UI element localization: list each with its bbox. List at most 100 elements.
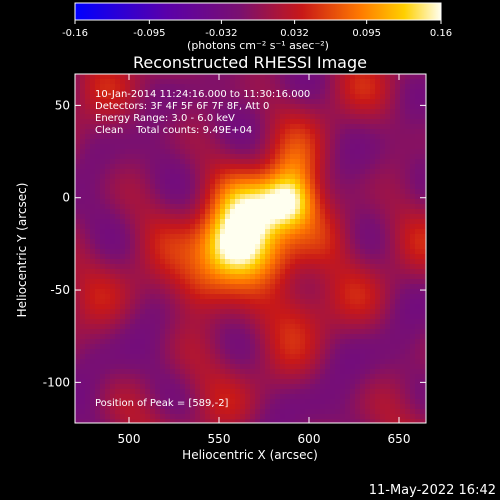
heatmap-cell — [80, 94, 86, 100]
heatmap-cell — [415, 99, 421, 105]
heatmap-cell — [360, 354, 366, 360]
heatmap-cell — [225, 419, 231, 424]
heatmap-cell — [130, 274, 136, 280]
heatmap-cell — [400, 239, 406, 245]
heatmap-cell — [340, 289, 346, 295]
heatmap-cell — [225, 79, 231, 85]
heatmap-cell — [335, 309, 341, 315]
heatmap-cell — [75, 189, 81, 195]
heatmap-cell — [155, 164, 161, 170]
heatmap-cell — [415, 334, 421, 340]
heatmap-cell — [390, 334, 396, 340]
heatmap-cell — [350, 364, 356, 370]
heatmap-cell — [210, 404, 216, 410]
heatmap-cell — [130, 184, 136, 190]
heatmap-cell — [150, 184, 156, 190]
heatmap-cell — [220, 414, 226, 420]
heatmap-cell — [335, 354, 341, 360]
heatmap-cell — [360, 229, 366, 235]
heatmap-cell — [180, 329, 186, 335]
heatmap-cell — [130, 394, 136, 400]
heatmap-cell — [350, 404, 356, 410]
heatmap-cell — [155, 299, 161, 305]
heatmap-cell — [85, 159, 91, 165]
heatmap-cell — [75, 419, 81, 424]
heatmap-cell — [160, 144, 166, 150]
heatmap-cell — [265, 284, 271, 290]
heatmap-cell — [90, 219, 96, 225]
heatmap-cell — [335, 239, 341, 245]
heatmap-cell — [400, 84, 406, 90]
heatmap-cell — [310, 119, 316, 125]
heatmap-cell — [280, 164, 286, 170]
heatmap-cell — [195, 279, 201, 285]
heatmap-cell — [285, 334, 291, 340]
heatmap-cell — [370, 74, 376, 80]
heatmap-cell — [210, 94, 216, 100]
heatmap-cell — [85, 309, 91, 315]
heatmap-cell — [185, 374, 191, 380]
heatmap-cell — [255, 259, 261, 265]
heatmap-cell — [80, 194, 86, 200]
heatmap-cell — [195, 104, 201, 110]
heatmap-cell — [125, 244, 131, 250]
heatmap-cell — [130, 209, 136, 215]
heatmap-cell — [120, 264, 126, 270]
heatmap-cell — [355, 174, 361, 180]
heatmap-cell — [350, 209, 356, 215]
heatmap-cell — [75, 324, 81, 330]
heatmap-cell — [130, 114, 136, 120]
heatmap-cell — [105, 139, 111, 145]
heatmap-cell — [275, 364, 281, 370]
heatmap-cell — [205, 249, 211, 255]
heatmap-cell — [410, 344, 416, 350]
heatmap-cell — [80, 374, 86, 380]
heatmap-cell — [375, 184, 381, 190]
heatmap-cell — [245, 299, 251, 305]
heatmap-cell — [170, 74, 176, 80]
heatmap-cell — [360, 239, 366, 245]
heatmap-cell — [160, 129, 166, 135]
heatmap-cell — [85, 304, 91, 310]
heatmap-cell — [375, 89, 381, 95]
heatmap-cell — [95, 299, 101, 305]
heatmap-cell — [320, 164, 326, 170]
heatmap-cell — [265, 139, 271, 145]
heatmap-cell — [375, 404, 381, 410]
heatmap-cell — [275, 324, 281, 330]
heatmap-cell — [110, 379, 116, 385]
heatmap-cell — [190, 204, 196, 210]
heatmap-cell — [210, 309, 216, 315]
heatmap-cell — [400, 304, 406, 310]
heatmap-cell — [385, 94, 391, 100]
heatmap-cell — [175, 189, 181, 195]
heatmap-cell — [320, 269, 326, 275]
heatmap-cell — [300, 249, 306, 255]
heatmap-cell — [95, 104, 101, 110]
heatmap-cell — [175, 274, 181, 280]
heatmap-cell — [90, 284, 96, 290]
heatmap-cell — [90, 359, 96, 365]
heatmap-cell — [275, 99, 281, 105]
heatmap-cell — [250, 244, 256, 250]
heatmap-cell — [295, 409, 301, 415]
heatmap-cell — [265, 249, 271, 255]
heatmap-cell — [370, 254, 376, 260]
heatmap-cell — [415, 324, 421, 330]
heatmap-cell — [85, 109, 91, 115]
heatmap-cell — [295, 104, 301, 110]
heatmap-cell — [420, 384, 426, 390]
heatmap-cell — [360, 144, 366, 150]
heatmap-cell — [290, 314, 296, 320]
heatmap-cell — [105, 109, 111, 115]
heatmap-cell — [120, 304, 126, 310]
heatmap-cell — [85, 144, 91, 150]
heatmap-cell — [320, 354, 326, 360]
heatmap-cell — [205, 284, 211, 290]
heatmap-cell — [310, 409, 316, 415]
heatmap-cell — [360, 374, 366, 380]
heatmap-cell — [250, 229, 256, 235]
heatmap-cell — [315, 119, 321, 125]
heatmap-cell — [215, 164, 221, 170]
heatmap-cell — [400, 124, 406, 130]
